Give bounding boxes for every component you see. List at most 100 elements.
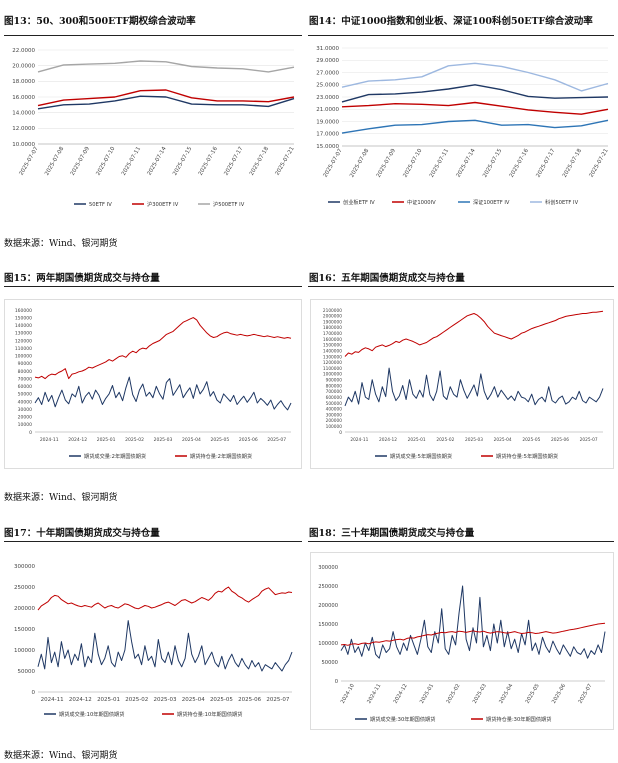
y-tick-label: 90000 — [18, 361, 32, 367]
series-line-1 — [34, 376, 292, 411]
y-tick-label: 12.0000 — [12, 126, 35, 132]
source-note-3: 数据来源：Wind、银河期货 — [4, 748, 118, 761]
x-tick-label: 2024-11 — [40, 437, 59, 443]
y-tick-label: 18.0000 — [12, 79, 35, 85]
x-tick-label: 2024-12 — [379, 437, 397, 443]
title-rule-right-1 — [308, 35, 614, 36]
legend-label: 沪300ETF IV — [147, 200, 179, 208]
legend-label: 沪500ETF IV — [213, 200, 245, 208]
y-tick-label: 250000 — [318, 584, 338, 590]
title-rule-right-2 — [308, 286, 614, 287]
y-tick-label: 150000 — [318, 622, 338, 628]
y-tick-label: 21.0000 — [316, 107, 339, 113]
series-line-1 — [37, 95, 295, 110]
x-tick-label: 2025-02 — [125, 697, 148, 703]
y-tick-label: 200000 — [318, 603, 338, 609]
y-tick-label: 100000 — [14, 648, 35, 654]
x-tick-label: 2025-07-16 — [509, 148, 530, 179]
chart-title-13: 图13：50、300和500ETF期权综合波动率 — [4, 16, 196, 27]
chart-13-svg: 10.0000 12.0000 14.0000 16.0000 18.0000 20.00… — [12, 48, 295, 208]
x-tick-label: 2025-06 — [551, 683, 567, 705]
title-rule-left-1 — [4, 35, 302, 36]
x-tick-label: 2025-03 — [154, 437, 173, 443]
chart-title-14: 图14：中证1000指数和创业板、深证100科创50ETF综合波动率 — [309, 16, 593, 27]
series-line-2 — [34, 317, 292, 380]
x-tick-label: 2025-01 — [408, 437, 426, 443]
x-tick-label: 2025-03 — [472, 683, 488, 705]
legend-label: 深证100ETF IV — [473, 198, 510, 206]
y-tick-label: 30000 — [18, 407, 32, 413]
x-tick-label: 2024-11 — [366, 683, 382, 705]
legend-label: 创业板ETF IV — [343, 198, 375, 206]
series-line-3 — [37, 60, 295, 73]
x-tick-label: 2025-05 — [210, 437, 229, 443]
y-tick-label: 50000 — [321, 660, 338, 666]
x-tick-label: 2025-03 — [465, 437, 483, 443]
x-tick-label: 2025-06 — [238, 697, 261, 703]
y-tick-label: 250000 — [14, 585, 35, 591]
y-tick-label: 70000 — [18, 376, 32, 382]
legend-label: 期货成交量:10年期国债期货 — [59, 710, 124, 718]
y-tick-label: 1400000 — [323, 348, 342, 354]
x-tick-label: 2025-07-15 — [482, 148, 503, 179]
y-tick-label: 1200000 — [323, 360, 342, 366]
legend-label: 期货成交量:30年期国债期货 — [370, 715, 435, 723]
chart-panel-18: 0 50000 100000 150000 200000 250000 300000 2024… — [310, 552, 614, 730]
y-tick-label: 160000 — [15, 308, 32, 314]
x-tick-label: 2025-05 — [525, 683, 541, 705]
x-tick-label: 2025-07-14 — [456, 148, 477, 179]
x-tick-label: 2025-07-09 — [70, 146, 91, 177]
source-label: 数据来源： — [4, 751, 50, 761]
y-tick-label: 20000 — [18, 415, 32, 421]
x-tick-label: 2025-07-11 — [121, 146, 142, 177]
x-tick-label: 2025-04 — [182, 697, 205, 703]
series-line-1 — [340, 585, 606, 659]
chart-panel-15: 0 10000 20000 30000 40000 50000 60000 70000 8000… — [4, 299, 302, 469]
x-tick-label: 2024-12 — [69, 697, 92, 703]
y-tick-label: 500000 — [326, 401, 343, 407]
x-tick-label: 2024-12 — [393, 683, 409, 705]
series-line-3 — [341, 119, 609, 134]
source-note-2: 数据来源：Wind、银河期货 — [4, 490, 118, 503]
x-tick-label: 2025-07-11 — [429, 148, 450, 179]
source-value: Wind、银河期货 — [49, 239, 118, 249]
y-tick-label: 800000 — [326, 383, 343, 389]
x-tick-label: 2025-07-08 — [44, 146, 65, 177]
legend-label: 期货持仓量:5年期国债期货 — [496, 452, 558, 460]
y-tick-label: 50000 — [18, 392, 32, 398]
y-tick-label: 100000 — [318, 641, 338, 647]
x-tick-label: 2025-04 — [494, 437, 512, 443]
chart-14-svg: 15.0000 17.0000 19.0000 21.0000 23.0000 25.00… — [316, 46, 610, 206]
chart-panel-17: 0 50000 100000 150000 200000 250000 300000 2024… — [4, 552, 302, 730]
x-tick-label: 2025-07-16 — [198, 146, 219, 177]
x-tick-label: 2024-10 — [340, 683, 356, 705]
y-tick-label: 120000 — [15, 338, 32, 344]
chart-panel-14: 15.0000 17.0000 19.0000 21.0000 23.0000 25.00… — [308, 36, 614, 214]
x-tick-label: 2025-07-14 — [147, 146, 168, 177]
y-tick-label: 60000 — [18, 384, 32, 390]
x-tick-label: 2025-07 — [266, 697, 289, 703]
x-tick-label: 2025-05 — [210, 697, 233, 703]
y-tick-label: 1900000 — [323, 319, 342, 325]
y-tick-label: 130000 — [15, 331, 32, 337]
x-tick-label: 2024-11 — [41, 697, 64, 703]
y-tick-label: 300000 — [326, 412, 343, 418]
legend-label: 中证1000IV — [407, 198, 436, 206]
y-tick-label: 900000 — [326, 378, 343, 384]
series-line-2 — [341, 101, 609, 115]
x-tick-label: 2025-07-07 — [323, 148, 344, 179]
legend-label: 科创50ETF IV — [545, 198, 579, 206]
x-tick-label: 2025-02 — [125, 437, 144, 443]
chart-panel-13: 10.0000 12.0000 14.0000 16.0000 18.0000 20.00… — [4, 36, 302, 214]
x-tick-label: 2025-07-07 — [19, 146, 40, 177]
legend-label: 期货成交量:2年期国债期货 — [84, 452, 146, 460]
y-tick-label: 400000 — [326, 407, 343, 413]
y-tick-label: 0 — [335, 679, 338, 685]
series-line-1 — [344, 367, 604, 407]
title-rule-left-3 — [4, 541, 302, 542]
y-tick-label: 50000 — [18, 669, 36, 675]
x-tick-label: 2025-01 — [97, 437, 116, 443]
x-tick-label: 2025-07-21 — [589, 148, 610, 179]
source-value: Wind、银河期货 — [49, 493, 118, 503]
chart-18-svg: 0 50000 100000 150000 200000 250000 300000 2024… — [318, 565, 606, 723]
